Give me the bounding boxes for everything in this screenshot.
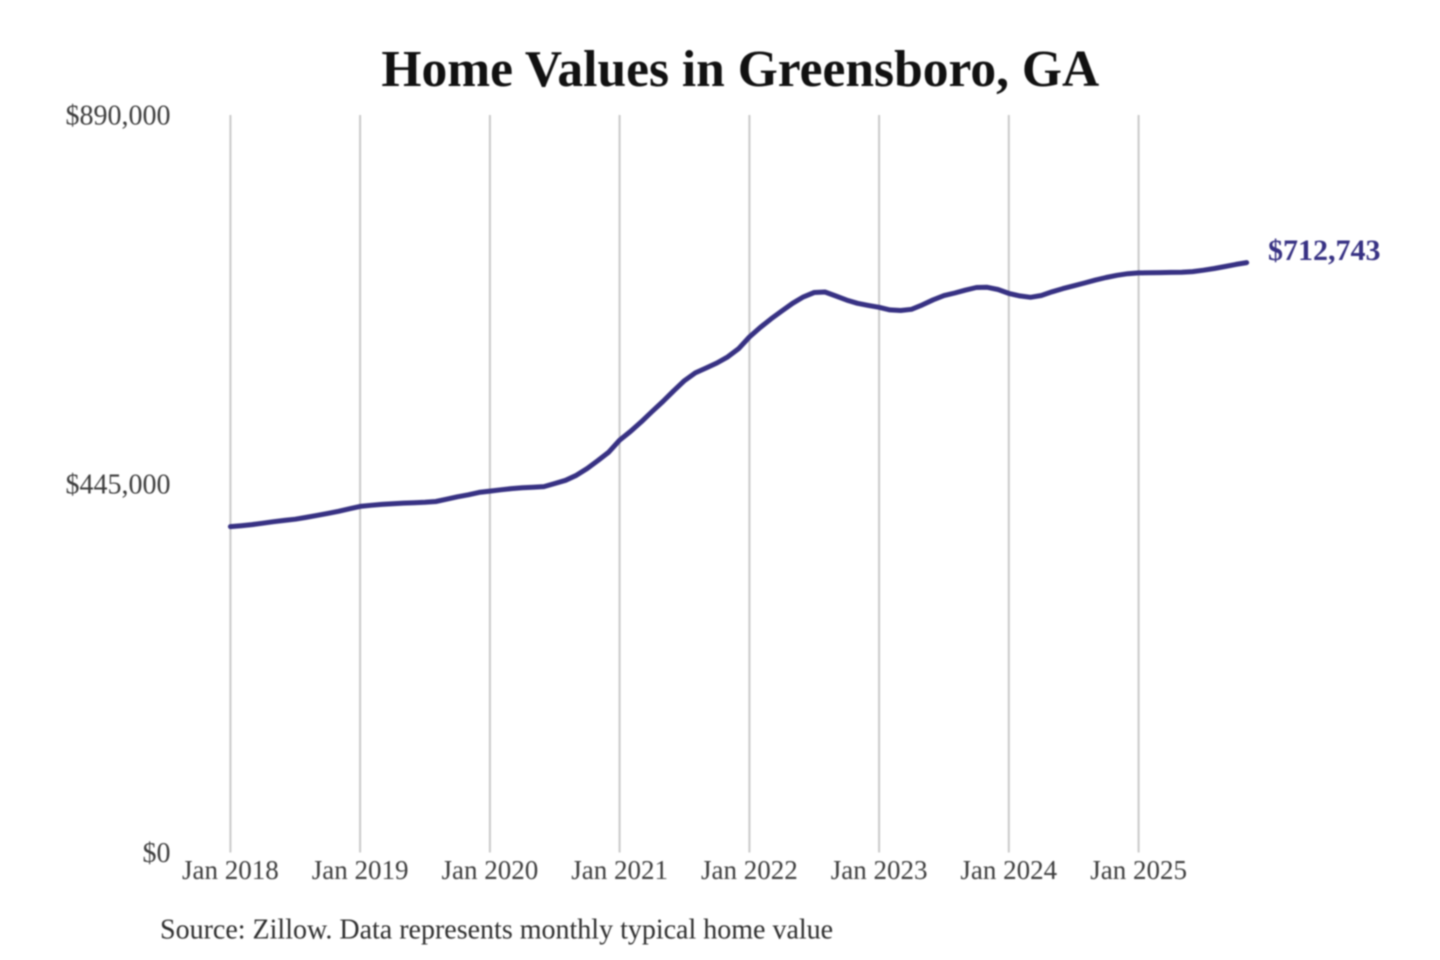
svg-text:Home Values in Greensboro, GA: Home Values in Greensboro, GA	[381, 41, 1099, 98]
svg-text:Jan 2023: Jan 2023	[831, 855, 928, 885]
svg-text:Jan 2019: Jan 2019	[312, 855, 409, 885]
svg-text:Jan 2020: Jan 2020	[442, 855, 539, 885]
svg-text:Jan 2022: Jan 2022	[701, 855, 798, 885]
svg-text:$890,000: $890,000	[66, 101, 171, 132]
svg-text:Source: Zillow. Data represent: Source: Zillow. Data represents monthly …	[160, 915, 833, 946]
svg-text:Jan 2021: Jan 2021	[571, 855, 668, 885]
svg-text:$0: $0	[143, 838, 171, 869]
svg-text:$445,000: $445,000	[66, 470, 171, 501]
svg-text:Jan 2025: Jan 2025	[1090, 855, 1187, 885]
svg-text:$712,743: $712,743	[1268, 234, 1381, 267]
svg-text:Jan 2024: Jan 2024	[960, 855, 1057, 885]
svg-text:Jan 2018: Jan 2018	[182, 855, 279, 885]
